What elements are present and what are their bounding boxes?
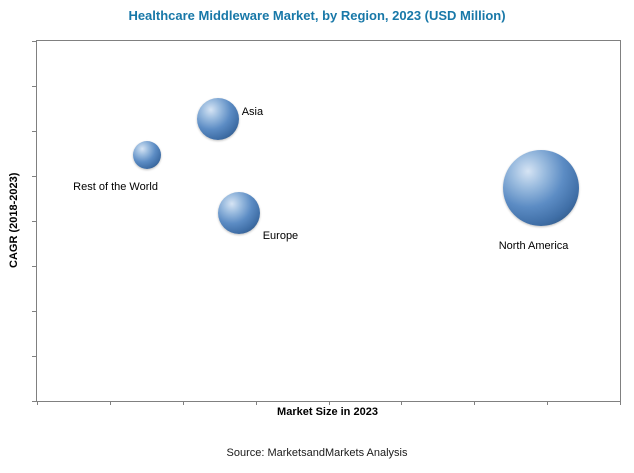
x-axis-tick [182, 401, 184, 405]
y-axis-tick [32, 86, 36, 87]
bubble-north-america [502, 149, 579, 226]
x-axis-tick [620, 401, 621, 405]
x-axis-tick [474, 401, 476, 405]
y-axis-tick [32, 401, 36, 402]
bubble-label-europe: Europe [262, 230, 299, 243]
bubble-europe [217, 192, 260, 235]
bubble-label-rest-of-the-world: Rest of the World [73, 181, 158, 194]
y-axis-tick [32, 266, 36, 267]
y-axis-label: CAGR (2018-2023) [8, 172, 20, 268]
x-axis-tick [547, 401, 549, 405]
x-axis-tick [109, 401, 111, 405]
x-axis-tick [255, 401, 257, 405]
y-axis-tick [32, 356, 36, 357]
y-axis-tick [32, 176, 36, 177]
x-axis-tick [328, 401, 330, 405]
y-axis-tick [32, 221, 36, 222]
bubble-label-asia: Asia [241, 106, 264, 119]
y-axis-tick [32, 41, 36, 42]
x-axis-tick [37, 401, 38, 405]
x-axis-tick [401, 401, 403, 405]
bubble-asia [196, 98, 239, 141]
chart-title: Healthcare Middleware Market, by Region,… [128, 8, 506, 23]
y-axis-tick [32, 311, 36, 312]
x-axis-label: Market Size in 2023 [277, 406, 378, 418]
bubble-label-north-america: North America [498, 239, 569, 252]
y-axis-tick [32, 131, 36, 132]
plot-area: Asia Rest of the World Europe North America [32, 40, 621, 405]
bubble-rest-of-the-world [133, 141, 162, 170]
source-note: Source: MarketsandMarkets Analysis [226, 447, 408, 459]
